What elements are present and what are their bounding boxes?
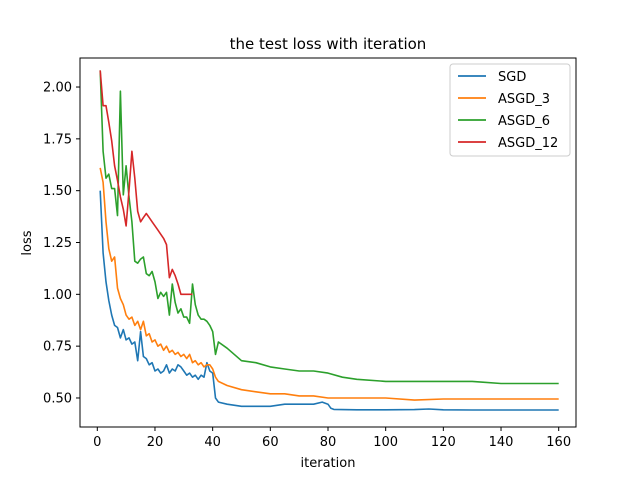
- legend-box: [449, 63, 571, 157]
- x-tick-label: 0: [93, 435, 101, 450]
- plot-area: [99, 70, 559, 411]
- series-line-asgd-3: [99, 167, 559, 401]
- y-tick-label: 0.50: [43, 391, 72, 406]
- legend-label: SGD: [498, 70, 526, 85]
- legend-label: ASGD_12: [498, 136, 558, 151]
- y-tick-label: 1.25: [43, 236, 72, 251]
- x-tick-label: 60: [262, 435, 279, 450]
- x-tick-label: 100: [373, 435, 398, 450]
- y-tick-label: 1.50: [43, 184, 72, 199]
- x-tick-label: 120: [431, 435, 456, 450]
- legend-label: ASGD_3: [498, 92, 550, 107]
- y-tick-label: 2.00: [43, 81, 72, 96]
- x-tick-label: 80: [320, 435, 337, 450]
- y-axis: 0.50 0.75 1.00 1.25 1.50 1.75 2.00: [43, 81, 80, 406]
- y-axis-label: loss: [20, 230, 35, 255]
- x-axis: 0 20 40 60 80 100 120 140 160: [93, 427, 571, 450]
- y-tick-label: 1.75: [43, 132, 72, 147]
- legend-label: ASGD_6: [498, 114, 550, 129]
- x-tick-label: 140: [489, 435, 514, 450]
- chart-title: the test loss with iteration: [230, 35, 427, 53]
- series-line-asgd-6: [99, 70, 559, 385]
- series-line-sgd: [99, 190, 559, 411]
- y-tick-label: 1.00: [43, 288, 72, 303]
- x-axis-label: iteration: [301, 456, 356, 471]
- series-line-asgd-12: [99, 70, 193, 296]
- x-tick-label: 40: [204, 435, 221, 450]
- x-tick-label: 160: [546, 435, 571, 450]
- legend: SGD ASGD_3 ASGD_6 ASGD_12: [449, 63, 571, 157]
- x-tick-label: 20: [147, 435, 164, 450]
- y-tick-label: 0.75: [43, 340, 72, 355]
